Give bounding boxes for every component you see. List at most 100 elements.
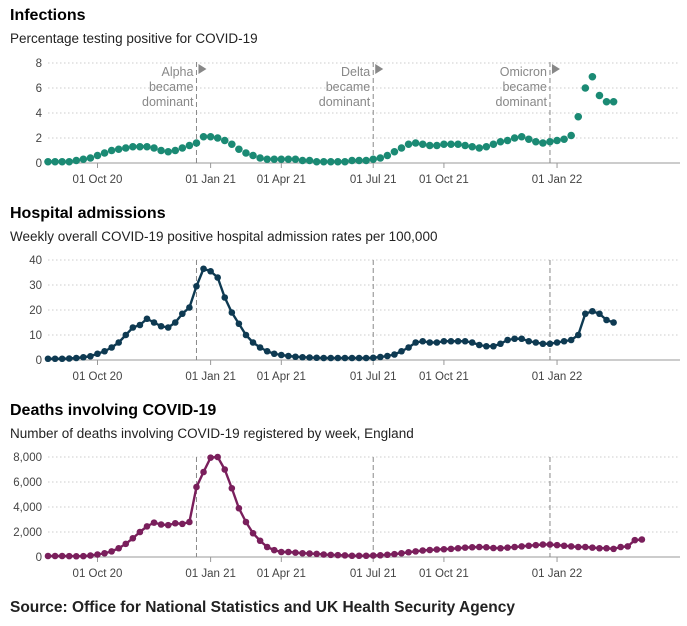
data-point — [101, 549, 108, 557]
data-point — [418, 140, 427, 149]
data-point — [638, 536, 646, 543]
data-point — [588, 72, 597, 81]
data-point — [213, 134, 222, 142]
data-point — [334, 157, 342, 166]
data-point — [150, 319, 158, 326]
data-point — [171, 319, 179, 326]
x-tick-label: 01 Oct 21 — [419, 568, 469, 580]
data-point — [433, 141, 441, 150]
x-tick-label: 01 Jan 22 — [532, 174, 583, 186]
data-point — [362, 156, 370, 165]
data-point — [51, 157, 59, 166]
data-point — [164, 324, 172, 331]
data-point — [454, 140, 462, 149]
data-point — [341, 354, 349, 362]
data-point — [171, 146, 180, 155]
data-point — [412, 548, 419, 555]
data-point — [560, 337, 568, 345]
data-point — [503, 136, 512, 145]
data-point — [553, 541, 561, 549]
data-point — [490, 544, 497, 552]
data-point — [65, 552, 73, 560]
data-point — [72, 354, 80, 362]
data-point — [313, 354, 320, 362]
data-point — [58, 552, 66, 560]
x-tick-label: 01 Jul 21 — [350, 568, 397, 580]
deaths-chart: 0 2,000 4,000 6,000 8,000 01 Oct 20 01 Jan 21 0… — [13, 452, 680, 580]
data-point — [143, 315, 151, 323]
y-tick-label: 4 — [36, 108, 43, 120]
data-point — [397, 144, 406, 152]
data-point — [567, 336, 575, 344]
data-point — [228, 140, 236, 149]
data-point — [582, 310, 589, 318]
data-point — [419, 547, 427, 554]
series-line — [48, 267, 615, 360]
data-point — [143, 523, 151, 530]
data-point — [596, 544, 603, 552]
data-point — [603, 316, 610, 324]
hospital-title: Hospital admissions — [10, 205, 166, 222]
data-point — [574, 112, 583, 121]
data-point — [440, 545, 448, 553]
data-point — [574, 331, 582, 339]
data-point — [433, 339, 441, 346]
data-point — [524, 135, 533, 144]
data-point — [461, 337, 469, 345]
data-point — [242, 331, 250, 339]
data-point — [426, 339, 434, 346]
data-point — [376, 353, 384, 361]
data-point — [369, 552, 377, 559]
data-point — [595, 91, 604, 100]
data-point — [546, 541, 554, 548]
data-point — [610, 319, 617, 326]
x-tick-label: 01 Jan 21 — [185, 371, 236, 383]
data-point — [447, 140, 455, 149]
data-point — [376, 154, 385, 162]
y-tick-label: 8 — [36, 58, 42, 70]
data-point — [107, 146, 116, 155]
variant-annotation: Alpha — [161, 65, 193, 79]
data-point — [362, 552, 370, 560]
data-point — [214, 453, 221, 461]
data-point — [518, 543, 525, 550]
data-point — [94, 551, 101, 558]
data-point — [150, 519, 158, 526]
data-point — [419, 337, 427, 345]
data-point — [72, 156, 81, 165]
data-point — [186, 304, 193, 311]
data-point — [447, 337, 455, 345]
annotation-arrow-icon — [198, 64, 207, 74]
x-tick-label: 01 Jan 22 — [532, 568, 583, 580]
data-point — [278, 351, 285, 359]
variant-annotation: dominant — [142, 95, 194, 109]
deaths-subtitle: Number of deaths involving COVID-19 regi… — [10, 426, 414, 441]
variant-annotation: dominant — [319, 95, 371, 109]
data-point — [108, 344, 115, 351]
x-tick-label: 01 Jul 21 — [350, 371, 397, 383]
source-note: Source: Office for National Statistics a… — [10, 599, 516, 616]
data-point — [475, 543, 483, 551]
data-point — [65, 355, 73, 362]
data-point — [510, 134, 519, 142]
data-point — [179, 310, 186, 318]
data-point — [348, 552, 356, 560]
data-point — [384, 352, 391, 360]
data-point — [256, 344, 264, 351]
data-point — [320, 551, 328, 558]
data-point — [327, 551, 335, 559]
x-tick-label: 01 Jan 22 — [532, 371, 583, 383]
data-point — [164, 147, 172, 156]
y-tick-label: 40 — [29, 255, 42, 267]
variant-annotation: Omicron — [500, 65, 547, 79]
data-point — [235, 145, 243, 154]
data-point — [80, 353, 87, 361]
data-point — [122, 331, 130, 339]
data-point — [313, 550, 320, 558]
x-tick-label: 01 Oct 21 — [419, 174, 469, 186]
data-point — [164, 521, 172, 529]
data-point — [405, 344, 412, 351]
data-point — [567, 131, 575, 140]
data-point — [221, 294, 229, 301]
data-point — [51, 552, 59, 560]
